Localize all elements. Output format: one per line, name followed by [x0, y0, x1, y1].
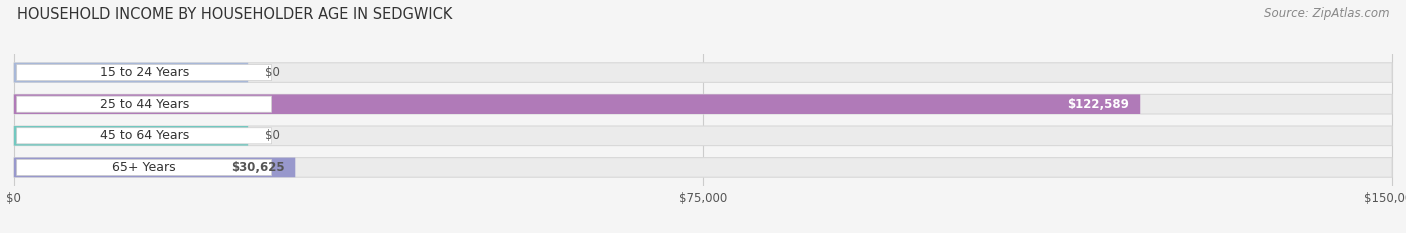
Text: $0: $0 — [264, 66, 280, 79]
FancyBboxPatch shape — [14, 63, 1392, 82]
FancyBboxPatch shape — [17, 65, 271, 81]
FancyBboxPatch shape — [17, 159, 271, 175]
FancyBboxPatch shape — [17, 128, 271, 144]
Text: Source: ZipAtlas.com: Source: ZipAtlas.com — [1264, 7, 1389, 20]
Text: HOUSEHOLD INCOME BY HOUSEHOLDER AGE IN SEDGWICK: HOUSEHOLD INCOME BY HOUSEHOLDER AGE IN S… — [17, 7, 453, 22]
FancyBboxPatch shape — [14, 126, 1392, 146]
Text: 25 to 44 Years: 25 to 44 Years — [100, 98, 188, 111]
Text: 45 to 64 Years: 45 to 64 Years — [100, 129, 188, 142]
FancyBboxPatch shape — [14, 126, 249, 146]
FancyBboxPatch shape — [14, 158, 1392, 177]
Text: $122,589: $122,589 — [1067, 98, 1129, 111]
Text: $30,625: $30,625 — [231, 161, 284, 174]
FancyBboxPatch shape — [14, 94, 1392, 114]
FancyBboxPatch shape — [14, 63, 249, 82]
Text: 65+ Years: 65+ Years — [112, 161, 176, 174]
FancyBboxPatch shape — [14, 158, 295, 177]
Text: $0: $0 — [264, 129, 280, 142]
FancyBboxPatch shape — [17, 96, 271, 112]
Text: 15 to 24 Years: 15 to 24 Years — [100, 66, 188, 79]
FancyBboxPatch shape — [14, 94, 1140, 114]
